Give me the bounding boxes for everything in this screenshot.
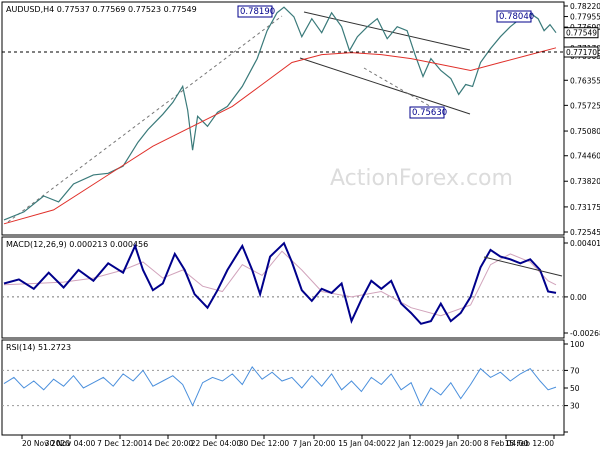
rsi-tick-label: 50: [570, 384, 580, 393]
annotation-label: 0.75630: [412, 108, 447, 118]
moving-average-line: [3, 47, 557, 225]
rsi-panel: RSI(14) 51.2723 100 70 50 30: [1, 339, 585, 436]
support-price-label: 0.77170: [566, 48, 597, 57]
rsi-tick-label: 100: [570, 340, 585, 349]
signal-line: [3, 250, 557, 317]
channel-lower-line: [299, 57, 471, 115]
watermark: ActionForex.com: [330, 166, 513, 191]
x-tick-label: 20 Nov 2020: [22, 439, 70, 448]
x-tick-label: 7 Dec 12:00: [97, 439, 143, 448]
trend-lines: [7, 11, 471, 223]
x-tick-label: 14 Dec 20:00: [143, 439, 194, 448]
y-tick-label: 0.73820: [570, 177, 600, 186]
x-tick-label: 30 Nov 04:00: [45, 439, 96, 448]
uptrend-dashed-line: [7, 15, 283, 223]
macd-title: MACD(12,26,9) 0.000213 0.000456: [6, 240, 148, 249]
price-annotation: 0.78190: [237, 5, 275, 18]
x-tick-label: 30 Dec 12:00: [239, 439, 290, 448]
main-y-axis: 0.782200.779550.776900.771700.769650.763…: [563, 2, 600, 237]
price-annotations: 0.78190 0.78040 0.75630: [237, 5, 534, 119]
current-price-label: 0.77549: [566, 29, 597, 38]
symbol-header: AUDUSD,H4 0.77537 0.77569 0.77523 0.7754…: [6, 5, 197, 14]
price-line: [3, 6, 557, 221]
macd-tick-label: -0.002687: [570, 329, 600, 338]
rsi-tick-label: 30: [570, 402, 580, 411]
x-tick-label: 22 Dec 04:00: [191, 439, 242, 448]
macd-tick-label: 0.004013: [570, 239, 600, 248]
annotation-label: 0.78040: [499, 12, 534, 22]
price-annotation: 0.78040: [496, 10, 534, 23]
y-tick-label: 0.75725: [570, 101, 600, 110]
y-tick-label: 0.76355: [570, 76, 600, 85]
y-tick-label: 0.78220: [570, 2, 600, 11]
rsi-line: [3, 366, 557, 407]
x-tick-label: 15 Jan 04:00: [338, 439, 386, 448]
support-price-tag: 0.77170: [563, 46, 599, 58]
y-tick-label: 0.75080: [570, 127, 600, 136]
annotation-label: 0.78190: [240, 7, 275, 17]
x-tick-label: 22 Jan 12:00: [386, 439, 434, 448]
main-panel: AUDUSD,H4 0.77537 0.77569 0.77523 0.7754…: [1, 1, 600, 237]
x-tick-label: 8 Feb 04:00: [484, 439, 529, 448]
rsi-tick-label: 70: [570, 366, 580, 375]
macd-divergence-line: [483, 256, 563, 277]
macd-line: [3, 241, 557, 325]
macd-tick-label: 0.00: [570, 293, 587, 302]
x-tick-label: 15 Feb 12:00: [505, 439, 554, 448]
macd-y-axis: 0.004013 0.00 -0.002687: [564, 239, 600, 338]
x-tick-label: 29 Jan 20:00: [434, 439, 482, 448]
y-tick-label: 0.73175: [570, 203, 600, 212]
rsi-title: RSI(14) 51.2723: [6, 343, 71, 352]
current-price-tag: 0.77549: [563, 27, 599, 39]
y-tick-label: 0.72545: [570, 228, 600, 237]
y-tick-label: 0.74460: [570, 152, 600, 161]
price-annotation: 0.75630: [409, 106, 447, 119]
y-tick-label: 0.77955: [570, 13, 600, 22]
rsi-y-axis: 100 70 50 30: [2, 340, 585, 433]
channel-dashed-line: [363, 67, 441, 113]
x-tick-label: 7 Jan 20:00: [293, 439, 336, 448]
macd-panel: MACD(12,26,9) 0.000213 0.000456 0.004013…: [1, 236, 600, 339]
channel-upper-line: [303, 11, 471, 51]
